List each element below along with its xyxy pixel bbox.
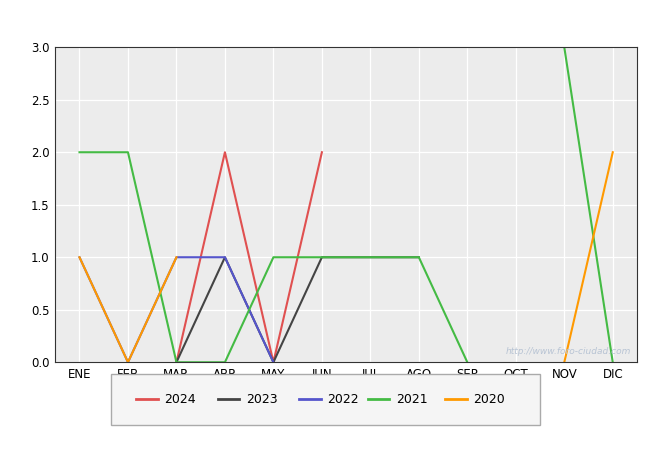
2022 — [75, 255, 83, 260]
2021 — [75, 149, 83, 155]
Text: 2024: 2024 — [164, 393, 196, 406]
2024 — [270, 360, 278, 365]
2021 — [415, 255, 422, 260]
Text: Matriculaciones de Vehiculos en Bovera: Matriculaciones de Vehiculos en Bovera — [160, 12, 490, 30]
Text: 2020: 2020 — [473, 393, 505, 406]
2020 — [124, 360, 132, 365]
2024 — [318, 149, 326, 155]
2023 — [415, 255, 422, 260]
2024 — [221, 149, 229, 155]
Text: 2022: 2022 — [327, 393, 359, 406]
2020 — [172, 255, 180, 260]
2021 — [367, 255, 374, 260]
2022 — [172, 255, 180, 260]
2021 — [463, 360, 471, 365]
2023 — [318, 255, 326, 260]
Line: 2022: 2022 — [79, 257, 274, 362]
2021 — [172, 360, 180, 365]
Line: 2023: 2023 — [176, 257, 419, 362]
2023 — [221, 255, 229, 260]
2024 — [172, 360, 180, 365]
Text: 2023: 2023 — [246, 393, 278, 406]
2022 — [221, 255, 229, 260]
2021 — [270, 255, 278, 260]
2021 — [221, 360, 229, 365]
Line: 2024: 2024 — [176, 152, 322, 362]
Line: 2020: 2020 — [79, 257, 176, 362]
2021 — [124, 149, 132, 155]
FancyBboxPatch shape — [111, 374, 540, 425]
Text: 2021: 2021 — [396, 393, 428, 406]
2023 — [270, 360, 278, 365]
Line: 2021: 2021 — [79, 152, 467, 362]
2022 — [270, 360, 278, 365]
Text: http://www.foro-ciudad.com: http://www.foro-ciudad.com — [506, 347, 631, 356]
2020 — [75, 255, 83, 260]
2023 — [172, 360, 180, 365]
2021 — [318, 255, 326, 260]
2022 — [124, 360, 132, 365]
2023 — [367, 255, 374, 260]
